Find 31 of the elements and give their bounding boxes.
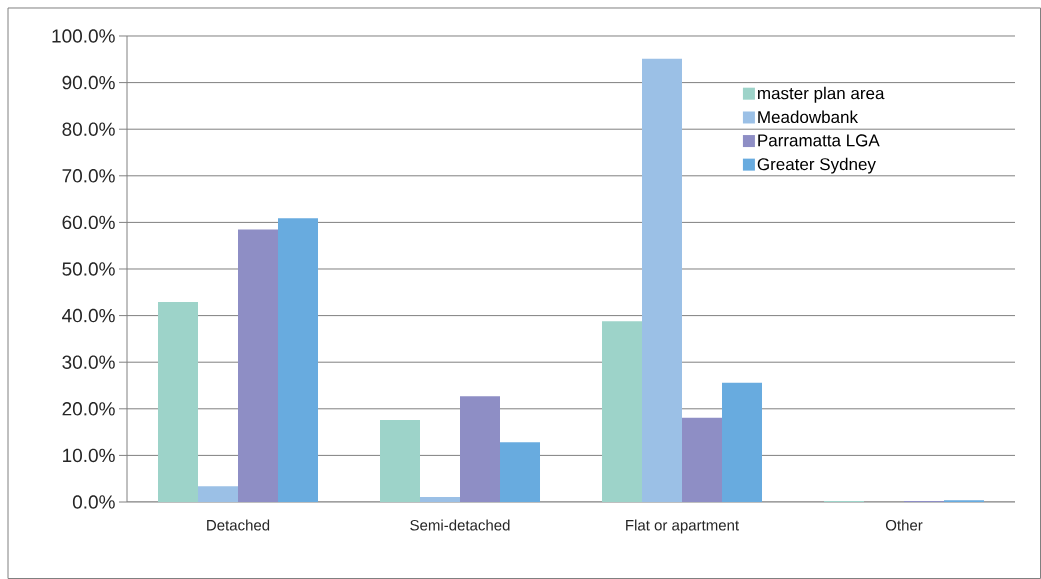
bar — [380, 419, 420, 502]
bar — [420, 496, 460, 502]
y-tick-label: 10.0% — [63, 448, 115, 463]
bar — [602, 321, 642, 502]
x-tick-label: Semi-detached — [410, 519, 510, 531]
bar — [722, 382, 763, 502]
bar — [642, 58, 682, 502]
y-tick-label: 70.0% — [62, 169, 115, 183]
bar — [198, 486, 238, 502]
y-tick-label: 60.0% — [62, 215, 115, 230]
x-tick-label: Detached — [207, 519, 270, 531]
bar — [238, 229, 278, 502]
bar — [460, 396, 500, 502]
y-tick-label: 20.0% — [62, 402, 115, 416]
y-tick-label: 50.0% — [62, 262, 115, 276]
y-tick-label: 100.0% — [52, 29, 115, 43]
bar — [682, 417, 722, 502]
bar — [278, 218, 318, 502]
y-tick-label: 40.0% — [62, 308, 115, 323]
bar — [158, 302, 198, 502]
legend-label: master plan area — [758, 86, 885, 103]
bar — [500, 442, 540, 502]
y-tick-label: 80.0% — [62, 122, 115, 136]
x-tick-label: Flat or apartment — [626, 519, 739, 534]
x-tick-label: Other — [885, 519, 923, 531]
legend-label: Greater Sydney — [757, 157, 876, 174]
y-tick-label: 90.0% — [62, 75, 115, 90]
y-tick-label: 30.0% — [62, 355, 115, 369]
legend-label: Meadowbank — [758, 110, 859, 124]
y-tick-label: 0.0% — [72, 495, 115, 509]
legend-label: Parramatta LGA — [758, 134, 880, 147]
